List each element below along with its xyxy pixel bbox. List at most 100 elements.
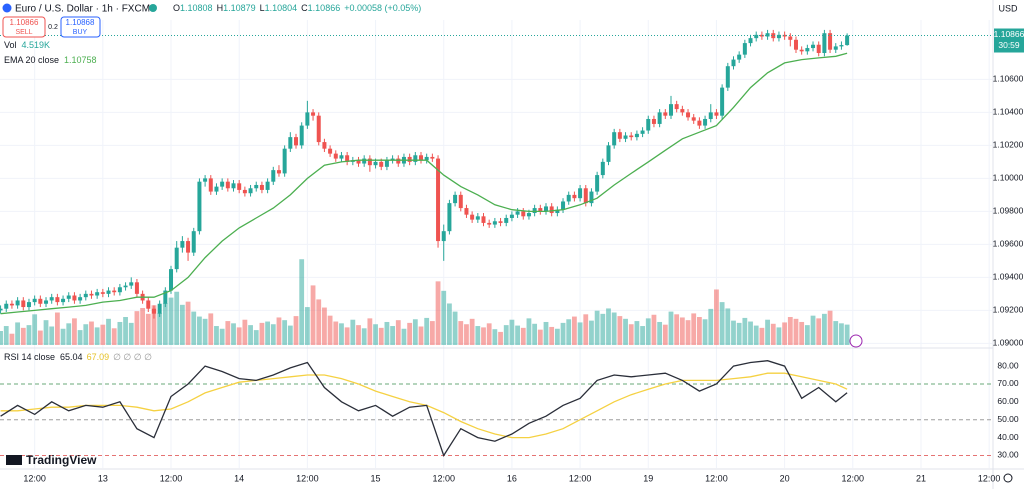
x-tick-label: 12:00 [23, 473, 46, 483]
volume-bar [214, 326, 219, 345]
candle-body [271, 170, 276, 182]
volume-bar [253, 330, 259, 345]
candle-body [703, 118, 708, 126]
volume-bar [310, 285, 316, 345]
volume-bar [787, 317, 793, 345]
candle-body [259, 184, 264, 190]
volume-bar [140, 307, 146, 345]
ohlc-value: 1.10804 [265, 3, 298, 13]
volume-bar [3, 326, 9, 345]
rsi-value: 65.04 [60, 352, 83, 362]
volume-bar [111, 328, 117, 345]
candle-body [0, 308, 3, 311]
candle-body [714, 112, 719, 116]
volume-bar [526, 318, 532, 345]
ohlc-label: C [301, 3, 308, 13]
y-tick-label: 1.09800 [993, 206, 1024, 216]
volume-bar [759, 327, 765, 345]
volume-bar [390, 326, 395, 345]
candle-body [345, 155, 350, 162]
candle-body [634, 133, 639, 138]
candle-body [100, 292, 105, 294]
last-price-box [994, 28, 1024, 53]
volume-bar [225, 321, 231, 345]
volume-bar [572, 316, 577, 345]
candle-body [470, 214, 475, 220]
candle-body [680, 109, 685, 113]
candle-body [646, 118, 651, 131]
volume-bar [259, 322, 265, 345]
volume-bar [94, 327, 100, 345]
candle-body [737, 54, 742, 60]
candle-body [589, 191, 594, 204]
volume-bar [662, 324, 668, 345]
volume-bar [270, 324, 276, 345]
spread: 0.2 [48, 24, 58, 31]
volume-bar [549, 326, 555, 345]
volume-bar [600, 313, 606, 345]
x-tick-label: 12:00 [569, 473, 592, 483]
volume-bar [174, 291, 180, 345]
candle-body [492, 221, 497, 225]
candle-body [504, 217, 509, 223]
volume-bar [49, 326, 55, 345]
volume-bar [157, 312, 163, 345]
y-tick-label: 1.09200 [993, 305, 1024, 315]
x-tick-label: 21 [916, 473, 926, 483]
ohlc-label: L [260, 3, 265, 13]
candle-body [845, 35, 850, 46]
candle-body [225, 181, 230, 189]
volume-bar [668, 311, 674, 345]
candle-body [322, 142, 327, 149]
event-icon[interactable] [849, 334, 863, 348]
volume-bar [185, 301, 191, 345]
candle-body [640, 130, 645, 134]
candle-body [44, 300, 49, 304]
volume-bar [520, 327, 526, 345]
candle-body [657, 112, 662, 124]
candle-body [748, 38, 753, 44]
candle-body [413, 155, 418, 162]
candle-body [566, 194, 571, 202]
candle-body [612, 132, 617, 146]
volume-bar [32, 314, 38, 345]
candle-body [231, 183, 236, 189]
volume-bar [0, 331, 3, 345]
volume-bar [674, 314, 680, 345]
candle-body [555, 209, 560, 214]
candle-body [811, 44, 816, 49]
sell-button[interactable] [2, 16, 46, 38]
volume-bar [719, 302, 725, 345]
volume-bar [304, 307, 310, 345]
candle-body [526, 213, 531, 217]
candle-body [208, 178, 213, 192]
volume-bar [293, 316, 299, 345]
volume-bar [401, 328, 407, 345]
rsi-tick-label: 40.00 [997, 432, 1019, 442]
candle-body [663, 112, 668, 116]
candle-body [447, 203, 452, 232]
volume-bar [356, 325, 361, 345]
plot [0, 29, 992, 457]
y-tick-label: 1.09000 [993, 338, 1024, 348]
candle-body [419, 155, 424, 161]
volume-bar [15, 322, 21, 345]
volume-bar [736, 322, 742, 345]
settings-icon[interactable] [1003, 473, 1013, 483]
volume-bar [429, 321, 435, 345]
rsi-tick-label: 50.00 [997, 414, 1019, 424]
candle-body [112, 290, 117, 293]
volume-bar [123, 317, 128, 345]
volume-bar [168, 297, 174, 345]
volume-bar [350, 319, 356, 345]
candle-body [106, 290, 111, 294]
buy-button[interactable] [60, 16, 101, 38]
candle-body [424, 156, 429, 161]
volume-bar [299, 259, 305, 345]
volume-bar [498, 331, 503, 345]
candle-body [839, 45, 844, 47]
ohlc-label: O [173, 3, 180, 13]
candle-body [595, 175, 600, 192]
volume-bar [219, 328, 225, 345]
volume-bar [395, 320, 401, 345]
